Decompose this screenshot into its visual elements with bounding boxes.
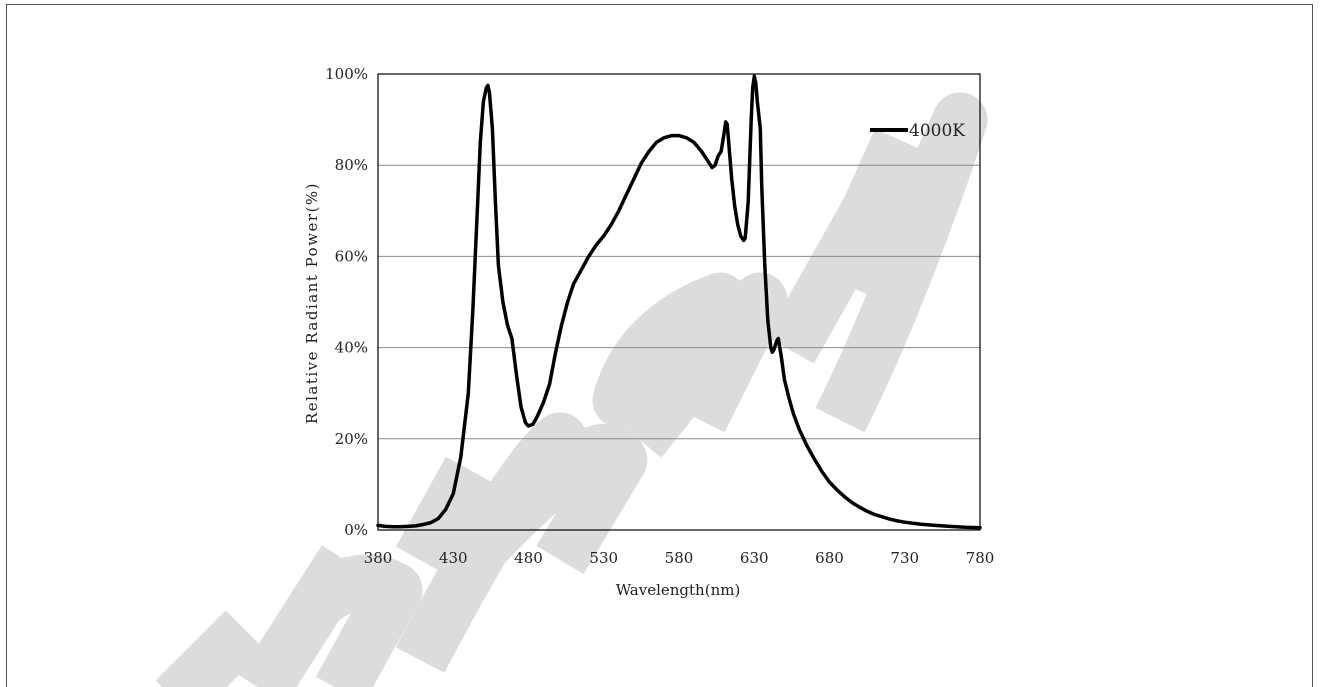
x-axis-label: Wavelength(nm) (616, 581, 741, 599)
x-tick-labels: 380 430 480 530 580 630 680 730 780 (364, 549, 995, 567)
y-tick-label: 40% (335, 339, 368, 357)
series-line-0 (376, 74, 982, 530)
y-tick-label: 20% (335, 430, 368, 448)
x-tick-label: 780 (966, 549, 995, 567)
figure-frame (6, 4, 1313, 687)
plot-area (377, 73, 981, 531)
x-tick-label: 530 (589, 549, 618, 567)
plot-border (377, 73, 981, 531)
x-tick-label: 580 (665, 549, 694, 567)
y-tick-labels: 0% 20% 40% 60% 80% 100% (325, 65, 368, 539)
watermark-stroke-6 (815, 92, 988, 433)
x-tick-label: 730 (890, 549, 919, 567)
watermark-stroke-2 (395, 456, 495, 574)
legend: 4000K (870, 121, 965, 141)
x-tick-label: 480 (514, 549, 543, 567)
x-tick-label: 630 (740, 549, 769, 567)
y-tick-label: 0% (344, 521, 368, 539)
y-tick-label: 60% (335, 247, 368, 265)
series-lines (376, 74, 982, 530)
x-tick-label: 680 (815, 549, 844, 567)
watermark-stroke-4 (592, 272, 788, 458)
watermark-stroke-3 (395, 412, 648, 673)
y-axis-label: Relative Radiant Power(%) (303, 182, 321, 424)
watermark-stroke-0 (155, 610, 265, 687)
watermark-stroke-1 (238, 545, 423, 687)
y-tick-label: 100% (325, 65, 368, 83)
watermark (155, 92, 988, 687)
y-tick-label: 80% (335, 156, 368, 174)
x-tick-label: 430 (439, 549, 468, 567)
legend-label-4000k: 4000K (909, 121, 965, 141)
x-tick-label: 380 (364, 549, 393, 567)
